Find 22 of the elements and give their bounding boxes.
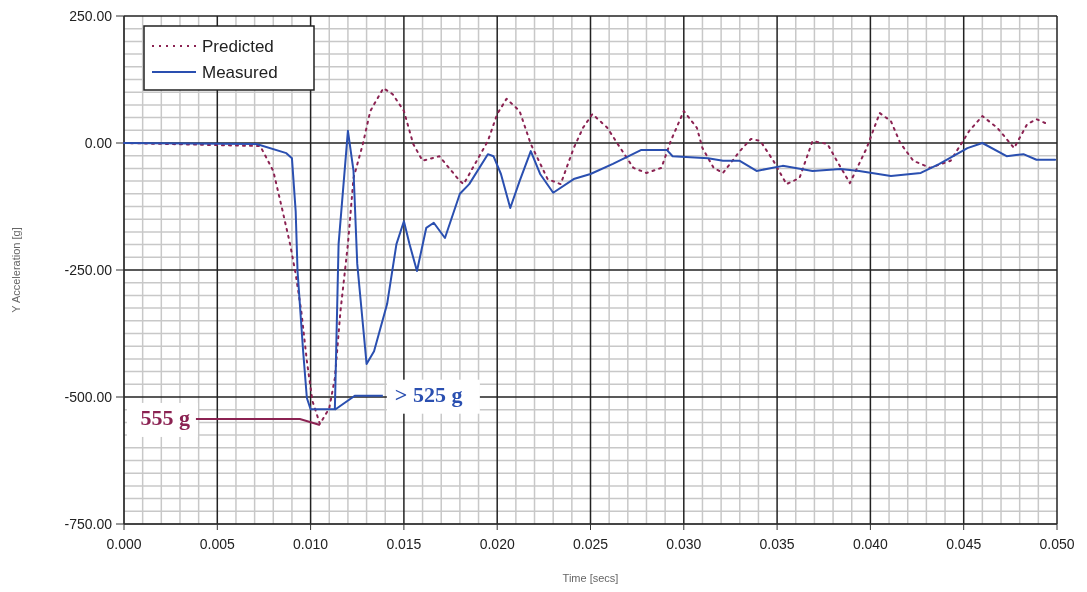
legend-label: Predicted xyxy=(202,37,274,56)
x-tick-label: 0.035 xyxy=(759,536,795,552)
y-tick-label: -750.00 xyxy=(64,516,113,532)
x-tick-label: 0.020 xyxy=(479,536,515,552)
y-tick-label: -250.00 xyxy=(64,262,113,278)
x-tick-label: 0.030 xyxy=(666,536,702,552)
x-tick-label: 0.015 xyxy=(386,536,422,552)
annotation: 555 g xyxy=(140,404,190,430)
x-tick-label: 0.040 xyxy=(852,536,889,552)
x-tick-label: 0.010 xyxy=(293,536,329,552)
legend-label: Measured xyxy=(202,63,278,82)
y-tick-label: 250.00 xyxy=(69,8,113,24)
annotation: > 525 g xyxy=(394,381,463,407)
y-tick-label: 0.00 xyxy=(84,135,113,151)
x-tick-label: 0.005 xyxy=(199,536,236,552)
x-tick-label: 0.000 xyxy=(106,536,142,552)
x-tick-label: 0.045 xyxy=(946,536,982,552)
x-tick-label: 0.050 xyxy=(1039,536,1075,552)
y-tick-label: -500.00 xyxy=(64,389,113,405)
x-axis-title: Time [secs] xyxy=(562,572,619,584)
x-tick-label: 0.025 xyxy=(572,536,609,552)
y-axis-title: Y Acceleration [g] xyxy=(10,227,22,313)
